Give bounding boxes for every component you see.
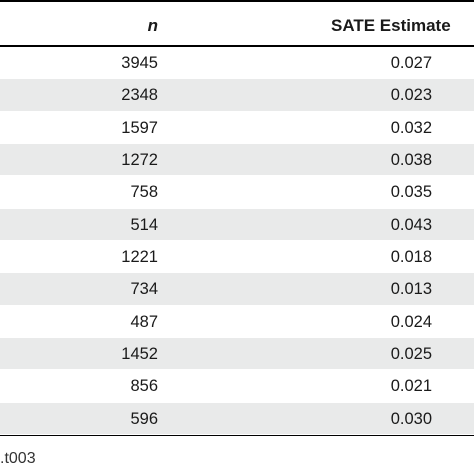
cell-n: 1597 [121, 118, 158, 137]
cell-n: 514 [130, 215, 158, 234]
table-id-label: .t003 [0, 450, 36, 467]
cell-n: 758 [130, 183, 158, 202]
table-row: 1221 0.018 [0, 241, 474, 274]
table-row: 1272 0.038 [0, 143, 474, 177]
data-table: n SATE Estimate 3945 0.027 2348 0.023 15… [0, 0, 474, 436]
cell-sate-estimate: 0.023 [390, 86, 432, 105]
cell-sate-estimate: 0.025 [390, 344, 432, 363]
cell-sate-estimate: 0.032 [390, 118, 432, 137]
cell-n: 1272 [121, 150, 158, 169]
cell-n: 596 [130, 409, 158, 428]
table-row: 487 0.024 [0, 306, 474, 338]
cell-n: 856 [130, 377, 158, 396]
table-row: 734 0.013 [0, 273, 474, 306]
table-row: 514 0.043 [0, 208, 474, 241]
cell-n: 1221 [121, 247, 158, 266]
table-row: 856 0.021 [0, 370, 474, 403]
cell-sate-estimate: 0.021 [390, 377, 432, 396]
cell-n: 1452 [121, 344, 158, 363]
cell-sate-estimate: 0.027 [390, 54, 432, 72]
cell-sate-estimate: 0.018 [390, 247, 432, 266]
cell-n: 3945 [121, 54, 158, 72]
table-row: 3945 0.027 [0, 47, 474, 80]
cell-sate-estimate: 0.013 [390, 280, 432, 299]
table-bottom-rule [0, 434, 474, 436]
table-row: 758 0.035 [0, 176, 474, 209]
cell-sate-estimate: 0.035 [390, 183, 432, 202]
table-row: 2348 0.023 [0, 79, 474, 112]
table-row: 1452 0.025 [0, 337, 474, 371]
table-body: 3945 0.027 2348 0.023 1597 0.032 1272 0.… [0, 47, 474, 435]
header-sate-estimate: SATE Estimate [331, 16, 451, 35]
cell-n: 2348 [121, 86, 158, 105]
cell-sate-estimate: 0.024 [390, 312, 432, 331]
cell-sate-estimate: 0.030 [390, 409, 432, 428]
table-header-row: n SATE Estimate [0, 0, 474, 47]
cell-sate-estimate: 0.043 [390, 215, 432, 234]
cell-n: 734 [130, 280, 158, 299]
cell-sate-estimate: 0.038 [390, 150, 432, 169]
cell-n: 487 [130, 312, 158, 331]
table-row: 596 0.030 [0, 402, 474, 435]
table-row: 1597 0.032 [0, 112, 474, 144]
header-n: n [147, 16, 158, 35]
